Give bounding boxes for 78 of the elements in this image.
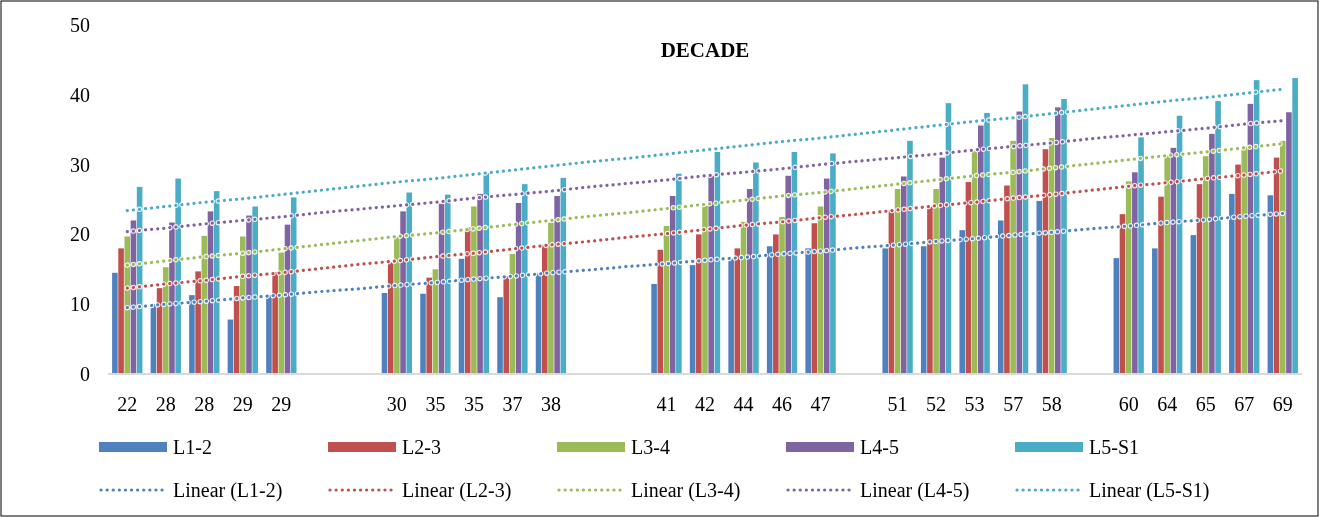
legend-label: Linear (L2-3) (402, 479, 512, 502)
bar (933, 189, 939, 374)
bar (900, 176, 907, 374)
bar (785, 175, 792, 374)
x-tick-label: 65 (1195, 393, 1216, 415)
bar (118, 248, 124, 374)
y-tick-label: 20 (70, 223, 90, 246)
bar (112, 272, 118, 374)
x-tick-label: 42 (695, 393, 715, 415)
x-tick-label: 47 (810, 393, 831, 415)
x-tick-label: 22 (117, 393, 138, 415)
x-tick-label: 60 (1118, 393, 1139, 415)
bar (554, 196, 560, 374)
bar (497, 297, 503, 374)
bar (939, 157, 946, 374)
bar (1132, 172, 1138, 374)
x-tick-label: 67 (1234, 393, 1255, 415)
x-tick-label: 64 (1157, 393, 1178, 415)
bar (779, 216, 785, 374)
bar (1138, 137, 1144, 374)
legend-label: L5-S1 (1089, 436, 1139, 458)
x-tick-label: 44 (733, 393, 754, 415)
bar (907, 140, 913, 374)
bar (830, 153, 836, 374)
legend-label: Linear (L5-S1) (1089, 479, 1210, 502)
bar (753, 162, 759, 374)
bar (1158, 196, 1164, 374)
x-tick-label: 57 (1003, 393, 1024, 415)
bar (400, 211, 406, 374)
x-tick-label: 52 (926, 393, 947, 415)
legend-label: L1-2 (173, 436, 212, 458)
legend-label: Linear (L1-2) (173, 479, 283, 502)
bar (1209, 133, 1215, 374)
x-tick-label: 46 (772, 393, 793, 415)
legend-label: L4-5 (860, 436, 899, 458)
y-tick-label: 10 (70, 293, 90, 316)
bar (522, 184, 528, 374)
x-tick-label: 35 (425, 393, 446, 415)
y-tick-label: 50 (70, 14, 90, 36)
bar (406, 192, 413, 374)
y-tick-label: 30 (70, 153, 90, 176)
x-tick-label: 51 (887, 393, 908, 415)
x-tick-label: 41 (656, 393, 677, 415)
bar (676, 173, 682, 374)
legend-label: L3-4 (631, 436, 670, 458)
x-tick-label: 30 (386, 393, 407, 415)
bar (1152, 248, 1158, 374)
bar (420, 293, 426, 374)
bar (920, 246, 927, 374)
x-tick-label: 53 (964, 393, 985, 415)
x-tick-label: 37 (502, 393, 523, 415)
x-tick-label: 28 (155, 393, 176, 415)
y-tick-label: 40 (70, 83, 90, 106)
bar (252, 206, 258, 374)
bar (696, 234, 702, 374)
text: DECADE (660, 38, 750, 62)
x-tick-label: 38 (540, 393, 561, 415)
y-tick-label: 0 (80, 363, 90, 385)
bar (444, 194, 451, 374)
bar (1292, 78, 1298, 374)
x-tick-label: 29 (232, 393, 253, 415)
bar (162, 267, 169, 374)
bar (823, 178, 830, 374)
bar (1215, 101, 1221, 374)
x-tick-label: 35 (463, 393, 484, 415)
x-tick-label: 29 (271, 393, 292, 415)
legend-label: Linear (L4-5) (860, 479, 970, 502)
bar (1202, 156, 1209, 374)
bar (503, 276, 510, 374)
bar (1286, 112, 1292, 374)
bar (773, 234, 779, 374)
x-tick-label: 58 (1041, 393, 1062, 415)
bar (651, 283, 657, 374)
legend-label: Linear (L3-4) (631, 479, 741, 502)
legend-label: L2-3 (402, 436, 441, 458)
bar (426, 277, 432, 374)
x-tick-label: 28 (194, 393, 215, 415)
x-tick-label: 69 (1272, 393, 1293, 415)
